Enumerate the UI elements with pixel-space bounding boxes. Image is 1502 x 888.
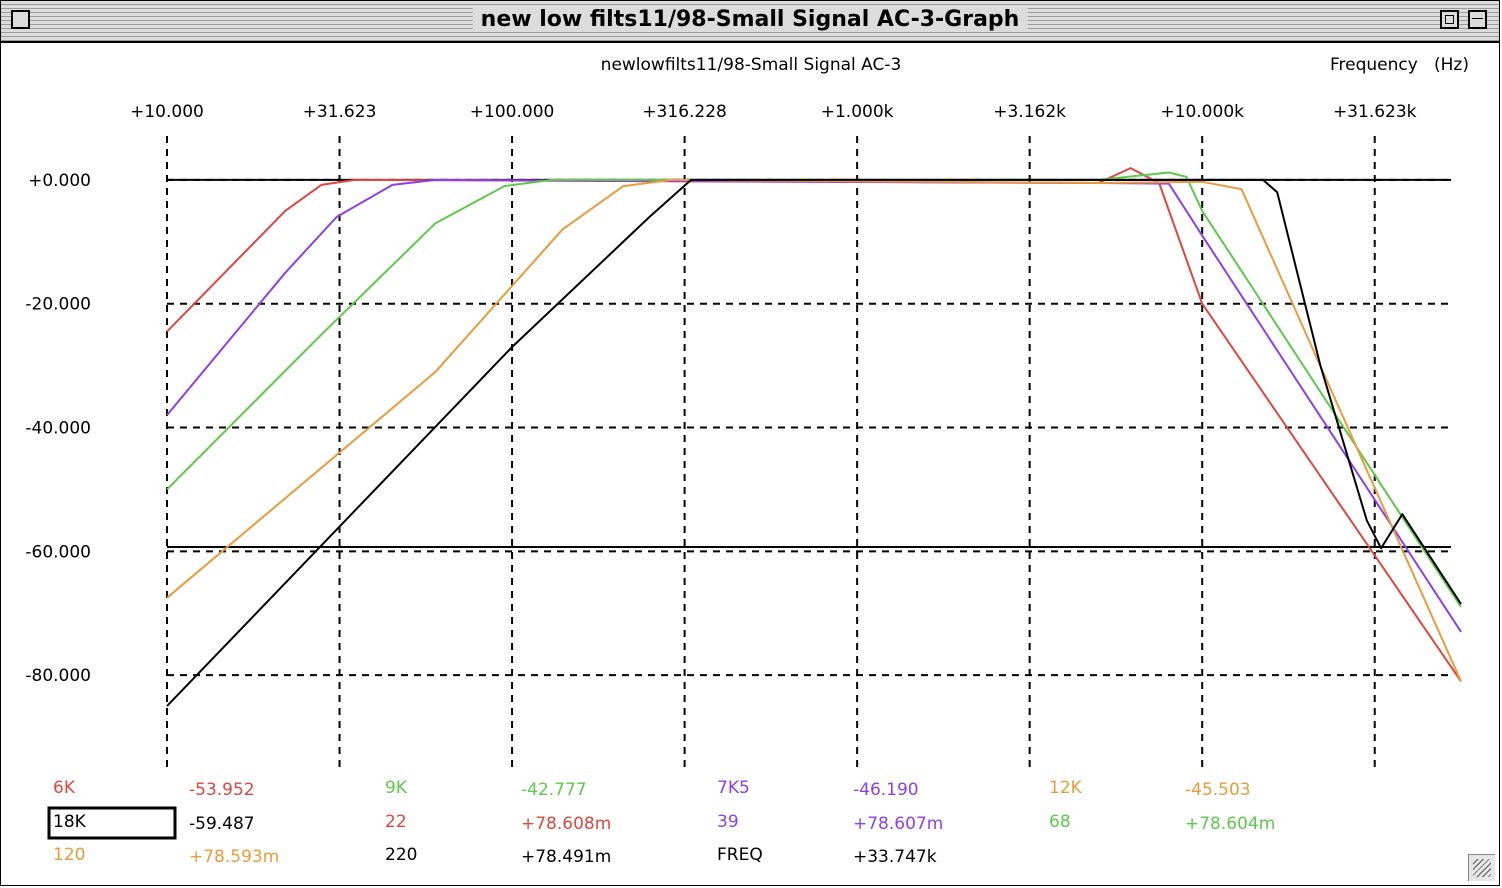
- zoom-box-icon[interactable]: [1440, 10, 1459, 29]
- y-tick-label: -20.000: [25, 295, 91, 315]
- readout-value: -53.952: [189, 780, 255, 800]
- chart-title: newlowfilts11/98-Small Signal AC-3: [601, 55, 902, 75]
- close-box-icon[interactable]: [11, 10, 30, 29]
- readout-label[interactable]: 39: [717, 812, 739, 832]
- readout-value: -45.503: [1185, 780, 1251, 800]
- grid: [166, 136, 1451, 768]
- x-tick-label: +31.623k: [1333, 102, 1417, 122]
- collapse-box-icon[interactable]: [1468, 10, 1487, 29]
- readout-value: +78.593m: [189, 847, 279, 867]
- selected-readout-box[interactable]: [47, 806, 177, 840]
- readout-label[interactable]: 68: [1049, 812, 1071, 832]
- series-lines: [166, 167, 1462, 707]
- readout-value: -46.190: [853, 780, 919, 800]
- readout-label[interactable]: 7K5: [717, 778, 750, 798]
- title-bar[interactable]: new low filts11/98-Small Signal AC-3-Gra…: [1, 1, 1499, 43]
- x-tick-label: +3.162k: [993, 102, 1066, 122]
- y-tick-label: +0.000: [28, 171, 91, 191]
- y-tick-label: -80.000: [25, 666, 91, 686]
- readout-value: +33.747k: [853, 847, 937, 867]
- readout-label[interactable]: 18K: [53, 812, 87, 832]
- readout-value: +78.491m: [521, 847, 611, 867]
- tick-labels: +10.000 +31.623 +100.000 +316.228 +1.000k +3.…: [25, 102, 1416, 686]
- readout-label[interactable]: 6K: [53, 778, 76, 798]
- readout-value: +78.608m: [521, 814, 611, 834]
- readout-value: -59.487: [189, 814, 255, 834]
- x-axis-label: Frequency (Hz): [1330, 55, 1469, 75]
- readout-table: 6K -53.952 9K -42.777 7K5 -46.190 12K -45.503 18…: [47, 778, 1275, 867]
- series-line-9k: [166, 171, 1462, 608]
- readout-label[interactable]: 22: [385, 812, 407, 832]
- resize-grip-icon[interactable]: [1468, 854, 1495, 881]
- series-line-7k5: [166, 178, 1462, 633]
- series-line-12k: [166, 178, 1462, 682]
- readout-label[interactable]: 12K: [1049, 778, 1083, 798]
- x-tick-label: +10.000: [130, 102, 204, 122]
- readout-label[interactable]: 9K: [385, 778, 408, 798]
- x-tick-label: +316.228: [642, 102, 727, 122]
- readout-value: -42.777: [521, 780, 587, 800]
- x-tick-label: +100.000: [470, 102, 555, 122]
- x-tick-label: +1.000k: [821, 102, 894, 122]
- readout-label[interactable]: 120: [53, 845, 85, 865]
- y-tick-label: -40.000: [25, 419, 91, 439]
- window-title: new low filts11/98-Small Signal AC-3-Gra…: [472, 7, 1028, 32]
- readout-label[interactable]: 220: [385, 845, 417, 865]
- x-tick-label: +10.000k: [1160, 102, 1244, 122]
- y-tick-label: -60.000: [25, 542, 91, 562]
- readout-value: +78.607m: [853, 814, 943, 834]
- readout-label[interactable]: FREQ: [717, 845, 763, 865]
- frequency-response-chart: newlowfilts11/98-Small Signal AC-3 Frequ…: [25, 55, 1469, 867]
- readout-value: +78.604m: [1185, 814, 1275, 834]
- series-line-18k: [166, 178, 1462, 707]
- x-tick-label: +31.623: [303, 102, 377, 122]
